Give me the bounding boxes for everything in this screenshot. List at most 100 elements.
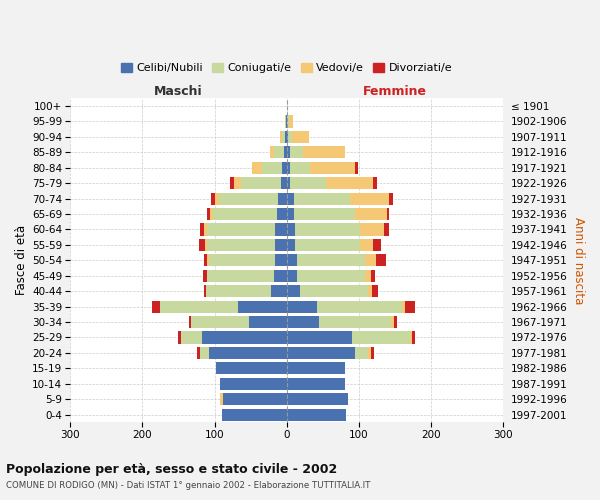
Bar <box>241 177 281 189</box>
Bar <box>220 393 223 405</box>
Bar <box>373 239 380 251</box>
Bar <box>262 162 283 174</box>
Text: Popolazione per età, sesso e stato civile - 2002: Popolazione per età, sesso e stato civil… <box>6 462 337 475</box>
Bar <box>160 300 238 312</box>
Bar <box>270 146 274 158</box>
Bar <box>294 208 355 220</box>
Bar <box>317 300 403 312</box>
Bar <box>199 239 205 251</box>
Bar <box>213 208 277 220</box>
Bar <box>365 270 371 282</box>
Bar <box>197 347 200 359</box>
Bar <box>373 177 377 189</box>
Bar <box>319 316 391 328</box>
Bar <box>207 270 274 282</box>
Bar <box>234 177 241 189</box>
Bar <box>216 362 287 374</box>
Bar <box>287 408 346 420</box>
Bar <box>274 270 287 282</box>
Y-axis label: Anni di nascita: Anni di nascita <box>572 216 585 304</box>
Bar <box>287 239 295 251</box>
Bar <box>287 362 344 374</box>
Bar <box>275 224 287 235</box>
Bar <box>300 285 368 297</box>
Bar <box>403 300 405 312</box>
Bar <box>368 285 372 297</box>
Bar <box>287 224 295 235</box>
Bar <box>287 177 290 189</box>
Bar <box>274 146 284 158</box>
Bar <box>152 300 160 312</box>
Bar <box>394 316 397 328</box>
Text: Femmine: Femmine <box>363 84 427 98</box>
Bar <box>210 208 213 220</box>
Legend: Celibi/Nubili, Coniugati/e, Vedovi/e, Divorziati/e: Celibi/Nubili, Coniugati/e, Vedovi/e, Di… <box>117 58 457 78</box>
Bar <box>223 393 287 405</box>
Bar <box>283 162 287 174</box>
Bar <box>355 347 368 359</box>
Bar <box>352 332 410 344</box>
Bar <box>310 162 355 174</box>
Bar <box>181 332 202 344</box>
Bar <box>412 332 415 344</box>
Bar <box>284 146 287 158</box>
Bar <box>287 270 297 282</box>
Bar <box>387 208 389 220</box>
Bar <box>209 254 275 266</box>
Bar <box>383 224 389 235</box>
Y-axis label: Fasce di età: Fasce di età <box>15 226 28 296</box>
Bar <box>205 239 206 251</box>
Bar <box>295 239 361 251</box>
Bar <box>222 408 287 420</box>
Bar <box>372 285 378 297</box>
Bar <box>355 162 358 174</box>
Bar <box>220 378 287 390</box>
Bar <box>297 270 365 282</box>
Bar <box>278 192 287 204</box>
Bar <box>203 224 206 235</box>
Bar <box>275 254 287 266</box>
Bar <box>287 192 294 204</box>
Bar <box>202 332 287 344</box>
Bar <box>209 347 287 359</box>
Bar <box>281 177 287 189</box>
Bar <box>295 224 361 235</box>
Bar <box>287 332 352 344</box>
Bar <box>371 270 375 282</box>
Bar <box>203 254 207 266</box>
Bar <box>376 254 386 266</box>
Bar <box>219 192 278 204</box>
Bar <box>206 285 271 297</box>
Bar <box>286 116 287 128</box>
Bar <box>361 224 383 235</box>
Bar <box>200 347 209 359</box>
Bar <box>207 254 209 266</box>
Bar <box>252 162 262 174</box>
Bar <box>191 316 249 328</box>
Bar <box>287 131 288 143</box>
Bar <box>287 116 289 128</box>
Bar <box>203 270 206 282</box>
Bar <box>206 224 275 235</box>
Bar <box>203 285 206 297</box>
Bar <box>290 162 310 174</box>
Bar <box>287 316 319 328</box>
Bar <box>287 300 317 312</box>
Bar <box>289 116 293 128</box>
Bar <box>391 316 394 328</box>
Bar <box>389 192 393 204</box>
Bar <box>361 239 373 251</box>
Bar <box>287 254 297 266</box>
Bar <box>280 131 281 143</box>
Bar <box>302 146 344 158</box>
Bar <box>230 177 234 189</box>
Bar <box>271 285 287 297</box>
Bar <box>326 177 373 189</box>
Bar <box>277 208 287 220</box>
Bar <box>365 254 376 266</box>
Bar <box>290 146 302 158</box>
Bar <box>287 378 344 390</box>
Bar <box>215 192 219 204</box>
Bar <box>238 300 287 312</box>
Bar <box>297 254 365 266</box>
